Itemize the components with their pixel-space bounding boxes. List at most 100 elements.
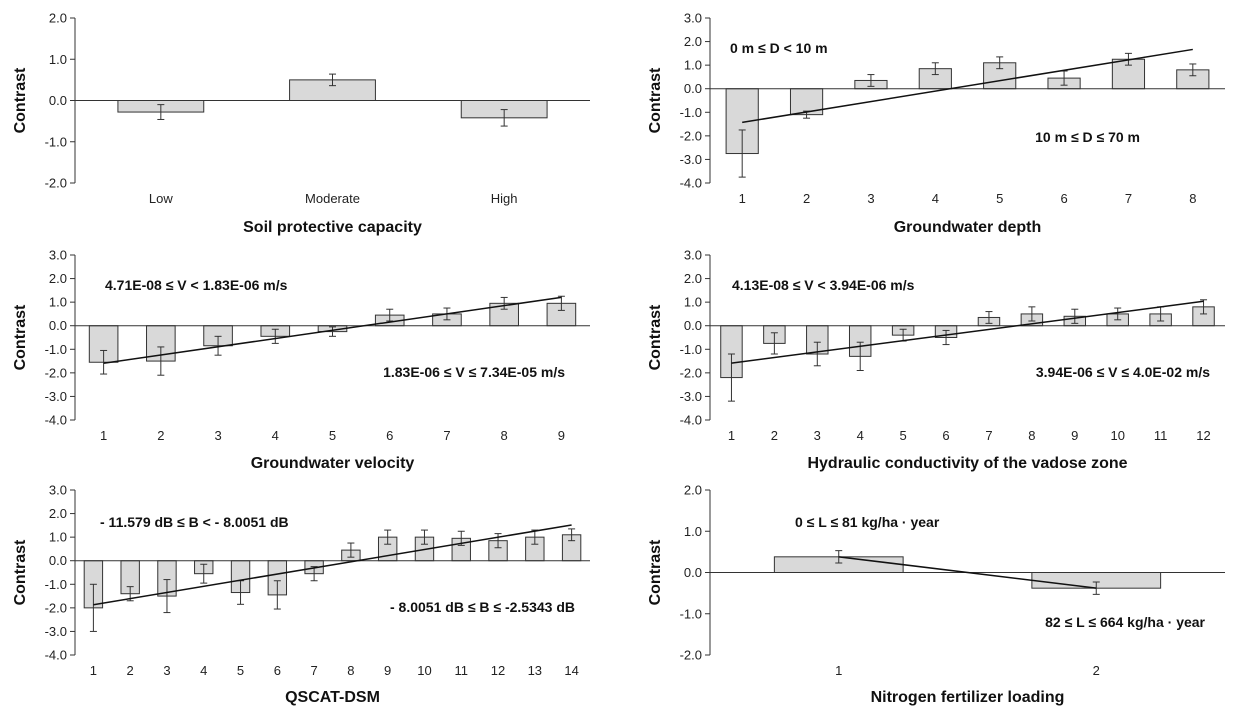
x-tick-label: 3	[163, 663, 170, 678]
y-tick-label: 0.0	[49, 553, 67, 568]
x-axis-label: Soil protective capacity	[243, 219, 422, 236]
y-tick-label: -1.0	[45, 342, 67, 357]
y-tick-label: -2.0	[680, 128, 702, 143]
annotation-label: 4.13E-08 ≤ V < 3.94E-06 m/s	[732, 277, 915, 293]
y-axis-label: Contrast	[12, 304, 29, 370]
x-tick-label: 7	[1125, 191, 1132, 206]
y-tick-label: 0.0	[49, 318, 67, 333]
x-tick-label: 9	[1071, 428, 1078, 443]
y-tick-label: 0.0	[49, 93, 67, 108]
y-tick-label: -1.0	[45, 577, 67, 592]
y-tick-label: -2.0	[45, 176, 67, 191]
x-tick-label: 5	[996, 191, 1003, 206]
x-tick-label: 11	[1154, 428, 1168, 443]
x-tick-label: 2	[157, 428, 164, 443]
y-tick-label: 3.0	[49, 483, 67, 498]
x-tick-label: 10	[1110, 428, 1124, 443]
chart-panel-6: 2.0 1.0 0.0 -1.0 -2.0 1 2 Contrast Nitrogen fert…	[647, 483, 1225, 706]
y-tick-label: 1.0	[684, 524, 702, 539]
x-tick-label: 7	[310, 663, 317, 678]
x-tick-label: 4	[272, 428, 279, 443]
annotation-label: 4.71E-08 ≤ V < 1.83E-06 m/s	[105, 277, 288, 293]
y-tick-label: 0.0	[684, 565, 702, 580]
x-tick-label: 4	[200, 663, 207, 678]
x-axis-label: Nitrogen fertilizer loading	[871, 689, 1065, 706]
trend-line	[731, 300, 1204, 364]
y-tick-label: 1.0	[684, 58, 702, 73]
y-axis-label: Contrast	[12, 67, 29, 133]
x-tick-label: 7	[985, 428, 992, 443]
annotation-label: 3.94E-06 ≤ V ≤ 4.0E-02 m/s	[1036, 364, 1210, 380]
y-axis-label: Contrast	[647, 67, 664, 133]
x-tick-label: 1	[835, 663, 842, 678]
y-tick-label: 2.0	[49, 271, 67, 286]
y-tick-label: 2.0	[684, 34, 702, 49]
chart-panel-5: 3.02.01.00.0-1.0-2.0-3.0-4.01 2 3 4 5 6 7 8 9 10 1…	[12, 483, 590, 706]
y-tick-label: -4.0	[45, 413, 67, 428]
x-tick-label: 2	[803, 191, 810, 206]
y-tick-label: 2.0	[49, 11, 67, 26]
x-tick-label: 13	[528, 663, 542, 678]
y-tick-label: -1.0	[45, 134, 67, 149]
y-tick-label: -3.0	[45, 624, 67, 639]
x-tick-label: 8	[347, 663, 354, 678]
x-tick-label: 5	[900, 428, 907, 443]
chart-panel-1: 2.0 1.0 0.0 -1.0 -2.0 Low Moderate High Contrast…	[12, 11, 590, 236]
x-axis-label: QSCAT-DSM	[285, 689, 380, 706]
annotation-label: 10 m ≤ D ≤ 70 m	[1035, 129, 1140, 145]
y-tick-label: -2.0	[45, 365, 67, 380]
y-tick-label: -3.0	[45, 389, 67, 404]
x-tick-label: 10	[417, 663, 431, 678]
y-axis-label: Contrast	[647, 539, 664, 605]
annotation-label: - 8.0051 dB ≤ B ≤ -2.5343 dB	[390, 599, 575, 615]
x-tick-label: 1	[100, 428, 107, 443]
chart-panel-2: 3.0 2.0 1.0 0.0 -1.0 -2.0 -3.0 -4.0 1 2 3 4 5 6 7 8 Cont…	[647, 11, 1225, 236]
x-tick-label: 12	[491, 663, 505, 678]
y-tick-label: 3.0	[49, 248, 67, 263]
y-tick-label: -4.0	[680, 413, 702, 428]
chart-panel-4: 3.02.01.00.0-1.0-2.0-3.0-4.01 2 3 4 5 6 7 8 9 10 1…	[647, 248, 1225, 472]
x-tick-label: Low	[149, 191, 173, 206]
y-tick-label: -1.0	[680, 342, 702, 357]
x-tick-label: 8	[1189, 191, 1196, 206]
trend-line	[838, 556, 1097, 589]
x-axis-label: Groundwater velocity	[251, 455, 415, 472]
x-tick-label: 6	[386, 428, 393, 443]
x-tick-label: 9	[384, 663, 391, 678]
x-tick-label: 11	[455, 663, 469, 678]
x-tick-label: 1	[728, 428, 735, 443]
y-tick-label: 0.0	[684, 81, 702, 96]
x-tick-label: 9	[558, 428, 565, 443]
chart-panel-3: 3.0 2.0 1.0 0.0 -1.0 -2.0 -3.0 -4.0 1 2 3 4 5 6 7 8 9 Con…	[12, 248, 590, 472]
trend-line	[103, 296, 562, 364]
y-tick-label: 0.0	[684, 318, 702, 333]
x-tick-label: 1	[90, 663, 97, 678]
y-tick-label: 1.0	[49, 52, 67, 67]
x-tick-label: 4	[857, 428, 864, 443]
annotation-label: - 11.579 dB ≤ B < - 8.0051 dB	[100, 514, 289, 530]
y-tick-label: 1.0	[49, 295, 67, 310]
x-tick-label: 14	[564, 663, 578, 678]
x-tick-label: 8	[501, 428, 508, 443]
x-tick-label: Moderate	[305, 191, 360, 206]
y-tick-label: -3.0	[680, 152, 702, 167]
x-tick-label: 3	[814, 428, 821, 443]
trend-line	[742, 48, 1193, 124]
x-tick-label: 8	[1028, 428, 1035, 443]
y-tick-label: 2.0	[684, 271, 702, 286]
y-tick-label: -2.0	[680, 648, 702, 663]
x-tick-label: 2	[771, 428, 778, 443]
x-tick-label: 3	[214, 428, 221, 443]
x-axis-label: Groundwater depth	[894, 219, 1042, 236]
y-tick-label: 1.0	[684, 295, 702, 310]
x-tick-label: 3	[867, 191, 874, 206]
y-tick-label: 3.0	[684, 11, 702, 26]
x-tick-label: 2	[127, 663, 134, 678]
annotation-label: 1.83E-06 ≤ V ≤ 7.34E-05 m/s	[383, 364, 565, 380]
y-tick-label: -1.0	[680, 105, 702, 120]
annotation-label: 82 ≤ L ≤ 664 kg/ha · year	[1045, 614, 1205, 630]
y-tick-label: -2.0	[680, 365, 702, 380]
y-tick-label: -3.0	[680, 389, 702, 404]
y-tick-label: -1.0	[680, 606, 702, 621]
